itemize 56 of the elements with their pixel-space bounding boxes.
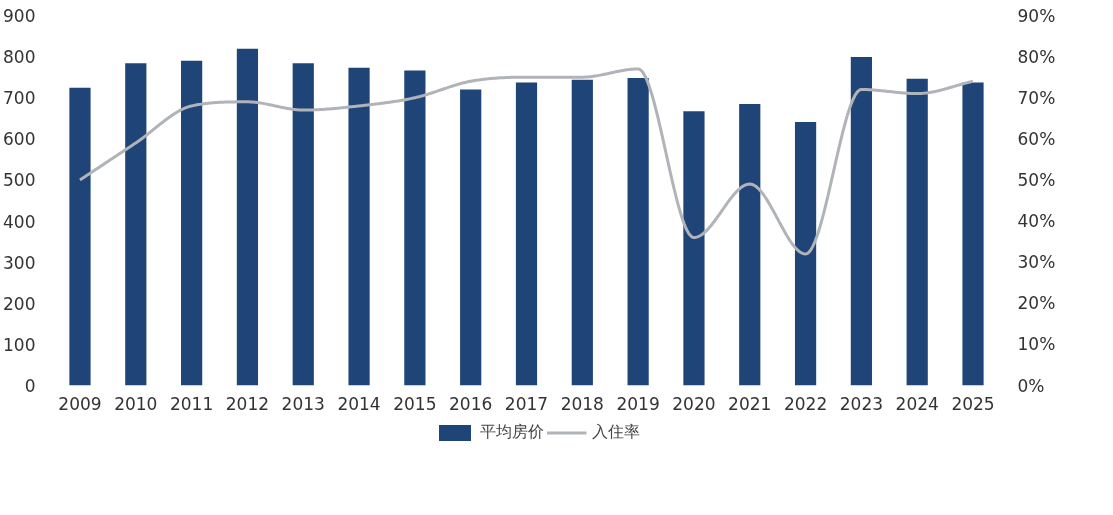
y2-tick-label: 30% (1017, 252, 1056, 273)
bar (571, 79, 593, 386)
y2-tick-label: 0% (1017, 375, 1045, 396)
y-tick-label: 400 (3, 211, 36, 232)
x-tick-label: 2025 (951, 393, 995, 414)
x-tick-label: 2012 (225, 393, 270, 414)
bar (739, 103, 761, 386)
x-tick-label: 2015 (393, 393, 437, 414)
x-tick-label: 2011 (169, 393, 214, 414)
bar (627, 77, 649, 386)
y-tick-label: 900 (3, 6, 36, 26)
y-tick-label: 700 (3, 88, 36, 109)
y2-tick-label: 20% (1017, 293, 1056, 314)
y2-tick-label: 90% (1017, 5, 1056, 26)
bar (794, 121, 817, 386)
x-tick-label: 2009 (58, 393, 102, 414)
bar (292, 63, 314, 386)
bar (125, 63, 147, 386)
x-tick-label: 2020 (672, 393, 716, 414)
bar (515, 82, 538, 386)
bar (348, 67, 370, 386)
x-tick-label: 2017 (504, 393, 549, 414)
x-tick-label: 2014 (337, 393, 381, 414)
bar (69, 87, 91, 386)
y2-tick-label: 10% (1017, 334, 1056, 355)
bar (683, 111, 705, 386)
bar (906, 78, 928, 386)
legend-label: 平均房价 (479, 421, 544, 443)
y-tick-label: 800 (3, 47, 36, 68)
x-tick-label: 2022 (783, 393, 828, 414)
x-tick-label: 2019 (616, 393, 660, 414)
bar (236, 48, 259, 386)
bar (181, 60, 203, 386)
x-tick-label: 2023 (839, 393, 884, 414)
bar (404, 70, 426, 386)
x-tick-label: 2024 (895, 393, 939, 414)
y2-tick-label: 80% (1017, 46, 1056, 67)
y-tick-label: 200 (3, 293, 36, 314)
y2-tick-label: 40% (1017, 211, 1056, 232)
y-tick-label: 600 (3, 129, 36, 150)
legend-label: 入住率 (591, 421, 640, 443)
y2-tick-label: 50% (1017, 169, 1056, 190)
bar (962, 82, 984, 386)
x-tick-label: 2013 (281, 393, 325, 414)
y2-tick-label: 70% (1017, 87, 1056, 108)
x-tick-label: 2021 (728, 393, 772, 414)
y-tick-label: 300 (3, 252, 36, 273)
y-tick-label: 500 (3, 170, 36, 191)
y-tick-label: 100 (3, 334, 36, 355)
y2-tick-label: 60% (1017, 128, 1056, 149)
bar (850, 57, 872, 386)
x-tick-label: 2016 (449, 393, 493, 414)
bar (460, 89, 482, 386)
y-tick-label: 0 (24, 376, 36, 396)
x-tick-label: 2010 (114, 393, 158, 414)
x-tick-label: 2018 (560, 393, 604, 414)
